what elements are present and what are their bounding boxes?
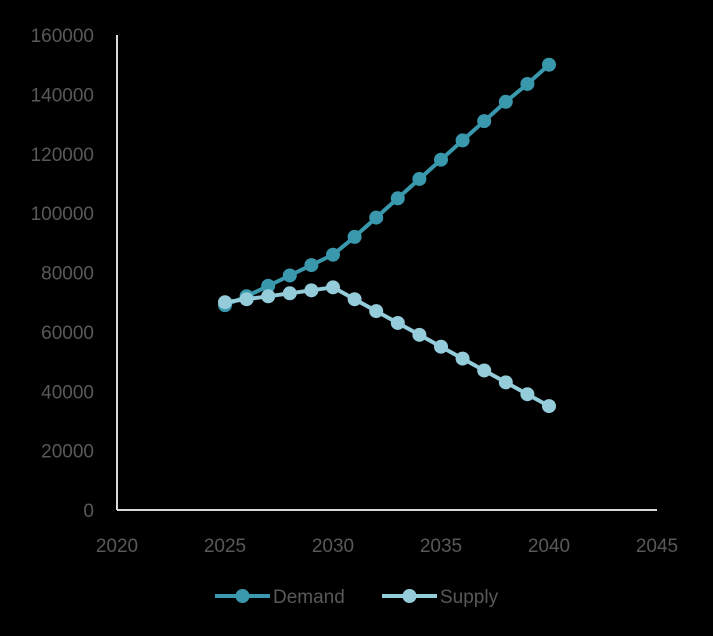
demand-data-point	[282, 268, 297, 283]
supply-data-point	[434, 339, 448, 354]
supply-data-point	[282, 286, 297, 301]
x-tick-label: 2040	[528, 536, 570, 557]
legend-demand-label: Demand	[273, 587, 345, 608]
x-tick-label: 2020	[96, 536, 138, 557]
supply-data-point	[390, 315, 405, 330]
x-tick-label: 2045	[636, 536, 678, 557]
y-tick-label: 140000	[31, 85, 94, 106]
demand-data-point	[326, 247, 340, 262]
supply-data-point	[347, 292, 362, 307]
legend-demand-marker	[235, 589, 250, 603]
demand-data-point	[347, 229, 362, 244]
y-tick-label: 100000	[31, 204, 94, 225]
supply-data-point	[542, 399, 556, 414]
legend-supply-label: Supply	[440, 587, 499, 608]
x-tick-label: 2030	[312, 536, 354, 557]
supply-data-point	[369, 304, 384, 319]
supply-data-point	[326, 280, 340, 295]
supply-data-point	[455, 351, 470, 366]
demand-data-point	[304, 258, 319, 273]
demand-data-point	[520, 76, 535, 91]
x-tick-label: 2035	[420, 536, 462, 557]
demand-data-point	[434, 152, 448, 167]
demand-data-point	[542, 57, 556, 72]
demand-data-point	[498, 94, 513, 109]
y-tick-label: 120000	[31, 145, 94, 166]
supply-data-point	[520, 387, 535, 402]
demand-series-line	[223, 62, 551, 308]
supply-data-point	[477, 363, 492, 378]
demand-data-point	[477, 114, 492, 129]
supply-data-point	[239, 292, 254, 307]
y-tick-label: 20000	[41, 442, 94, 463]
y-tick-label: 60000	[41, 323, 94, 344]
x-tick-label: 2025	[204, 536, 246, 557]
demand-data-point	[412, 171, 427, 186]
legend-supply-marker	[402, 589, 417, 603]
demand-data-point	[390, 191, 405, 206]
demand-data-point	[455, 133, 470, 148]
demand-data-point	[369, 210, 384, 225]
supply-data-point	[498, 375, 513, 390]
demand-data-point	[261, 278, 276, 293]
supply-data-point	[218, 295, 232, 310]
y-tick-label: 160000	[31, 26, 94, 47]
supply-data-point	[412, 327, 427, 342]
y-tick-label: 0	[83, 501, 94, 522]
supply-series-line	[223, 285, 551, 409]
supply-data-point	[261, 289, 276, 304]
y-tick-label: 40000	[41, 382, 94, 403]
supply-data-point	[304, 283, 319, 298]
y-tick-label: 80000	[41, 264, 94, 285]
